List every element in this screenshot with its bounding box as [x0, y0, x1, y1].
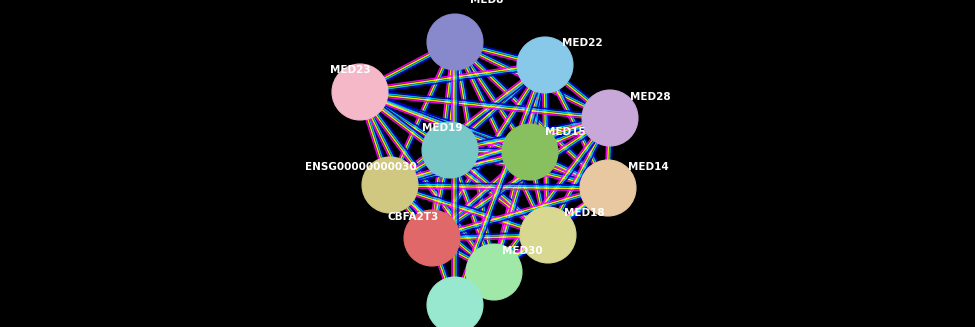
- Text: MED19: MED19: [422, 123, 462, 133]
- Circle shape: [582, 90, 638, 146]
- Text: MED23: MED23: [330, 65, 370, 75]
- Text: MED28: MED28: [630, 92, 671, 102]
- Text: ENSG00000000030: ENSG00000000030: [305, 162, 416, 172]
- Text: MED8: MED8: [470, 0, 503, 5]
- Circle shape: [502, 124, 558, 180]
- Text: CBFA2T3: CBFA2T3: [388, 212, 440, 222]
- Circle shape: [427, 277, 483, 327]
- Circle shape: [580, 160, 636, 216]
- Circle shape: [332, 64, 388, 120]
- Text: MED30: MED30: [502, 246, 543, 256]
- Text: MED18: MED18: [564, 208, 604, 218]
- Circle shape: [362, 157, 418, 213]
- Text: MED22: MED22: [562, 38, 603, 48]
- Circle shape: [517, 37, 573, 93]
- Circle shape: [422, 122, 478, 178]
- Circle shape: [404, 210, 460, 266]
- Text: MED15: MED15: [545, 127, 586, 137]
- Circle shape: [520, 207, 576, 263]
- Text: MED14: MED14: [628, 162, 669, 172]
- Circle shape: [427, 14, 483, 70]
- Circle shape: [466, 244, 522, 300]
